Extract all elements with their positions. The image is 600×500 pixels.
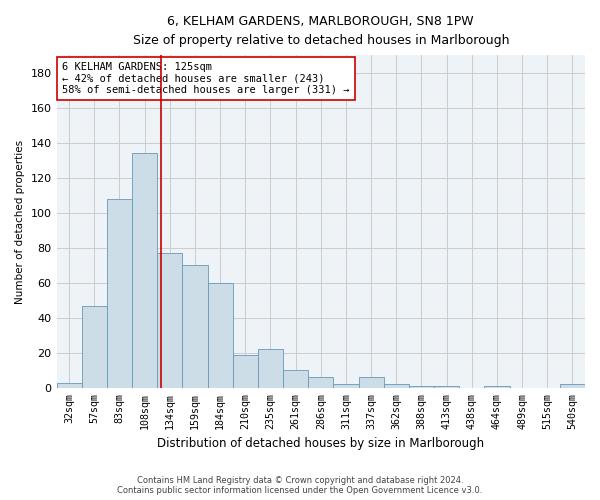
Bar <box>484 386 509 388</box>
Bar <box>434 386 459 388</box>
Bar <box>132 153 157 388</box>
Title: 6, KELHAM GARDENS, MARLBOROUGH, SN8 1PW
Size of property relative to detached ho: 6, KELHAM GARDENS, MARLBOROUGH, SN8 1PW … <box>133 15 509 47</box>
Bar <box>107 198 132 388</box>
Bar <box>409 386 434 388</box>
Bar <box>182 265 208 388</box>
X-axis label: Distribution of detached houses by size in Marlborough: Distribution of detached houses by size … <box>157 437 484 450</box>
Bar <box>359 378 383 388</box>
Bar <box>334 384 359 388</box>
Bar <box>283 370 308 388</box>
Text: 6 KELHAM GARDENS: 125sqm
← 42% of detached houses are smaller (243)
58% of semi-: 6 KELHAM GARDENS: 125sqm ← 42% of detach… <box>62 62 349 95</box>
Text: Contains HM Land Registry data © Crown copyright and database right 2024.
Contai: Contains HM Land Registry data © Crown c… <box>118 476 482 495</box>
Bar <box>383 384 409 388</box>
Bar <box>560 384 585 388</box>
Bar <box>82 306 107 388</box>
Bar <box>157 253 182 388</box>
Bar <box>56 382 82 388</box>
Bar <box>308 378 334 388</box>
Bar <box>208 282 233 388</box>
Bar <box>233 354 258 388</box>
Bar <box>258 350 283 388</box>
Y-axis label: Number of detached properties: Number of detached properties <box>15 140 25 304</box>
